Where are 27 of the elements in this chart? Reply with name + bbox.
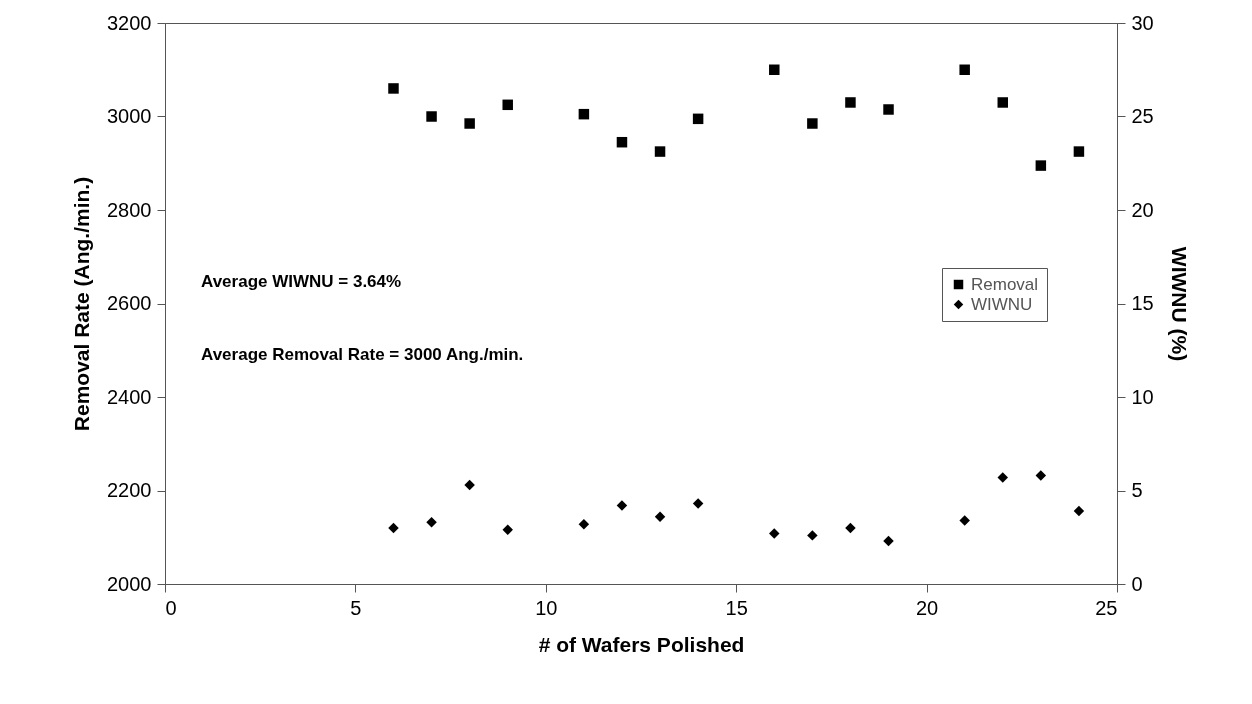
y-tick-label: 2600 bbox=[107, 292, 152, 314]
y-tick-label: 2000 bbox=[107, 572, 152, 595]
y-tick-label: 2200 bbox=[107, 479, 152, 501]
y2-axis-title: WIWNU (%) bbox=[1167, 246, 1191, 362]
y-tick-label: 2800 bbox=[107, 198, 152, 221]
y-tick-label: 3200 bbox=[107, 11, 152, 34]
x-axis-title: # of Wafers Polished bbox=[538, 632, 745, 656]
y2-tick-label: 15 bbox=[1131, 292, 1154, 314]
annotation: Average WIWNU = 3.64% bbox=[201, 272, 402, 291]
y2-tick-label: 5 bbox=[1131, 479, 1143, 501]
annotation: Average Removal Rate = 3000 Ang./min. bbox=[201, 345, 524, 364]
y2-tick-label: 20 bbox=[1131, 198, 1154, 221]
y-axis-title: Removal Rate (Ang./min.) bbox=[70, 176, 94, 432]
x-tick-label: 20 bbox=[915, 596, 939, 619]
y2-tick-label: 30 bbox=[1131, 11, 1154, 34]
x-tick-label: 0 bbox=[165, 596, 177, 619]
y2-tick-label: 25 bbox=[1131, 105, 1154, 127]
y2-tick-label: 10 bbox=[1131, 385, 1154, 408]
legend-label: Removal bbox=[971, 274, 1039, 294]
x-tick-label: 15 bbox=[725, 596, 748, 619]
x-tick-label: 25 bbox=[1095, 596, 1118, 619]
legend-label: WIWNU bbox=[971, 294, 1033, 314]
y-tick-label: 3000 bbox=[107, 105, 152, 127]
x-tick-label: 10 bbox=[535, 596, 558, 619]
x-tick-label: 5 bbox=[350, 596, 362, 619]
y2-tick-label: 0 bbox=[1131, 572, 1143, 595]
y-tick-label: 2400 bbox=[107, 385, 152, 408]
